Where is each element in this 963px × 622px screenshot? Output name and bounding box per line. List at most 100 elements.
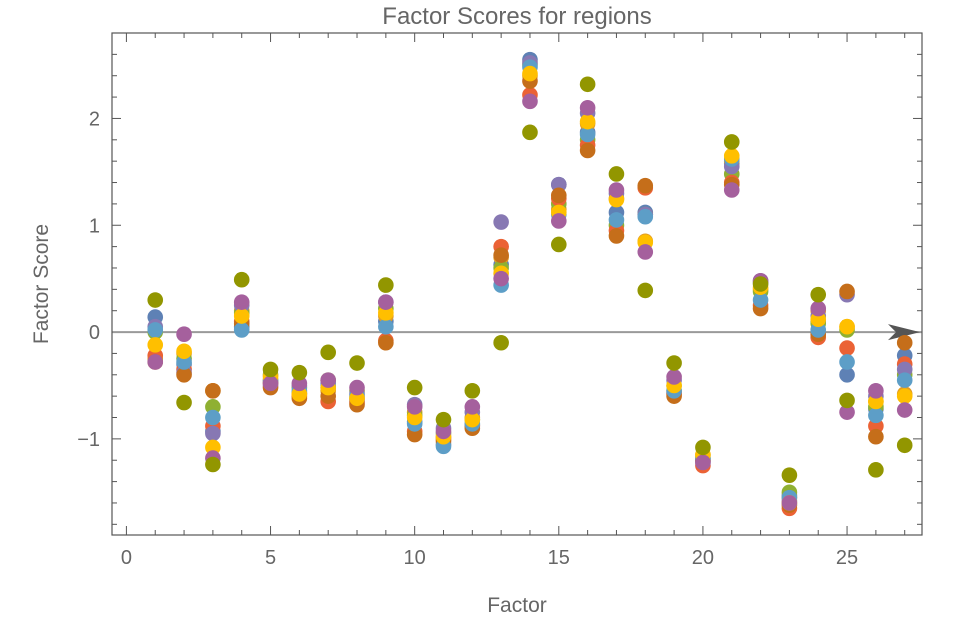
data-point bbox=[579, 142, 596, 159]
data-point bbox=[579, 113, 596, 130]
data-point bbox=[839, 283, 855, 300]
data-point bbox=[839, 366, 855, 383]
data-point bbox=[205, 383, 221, 399]
data-point bbox=[723, 148, 740, 164]
data-point bbox=[435, 423, 452, 440]
data-point bbox=[378, 334, 394, 351]
data-point bbox=[896, 334, 913, 351]
x-tick-label: 0 bbox=[121, 547, 132, 569]
data-point bbox=[608, 212, 625, 228]
data-point bbox=[868, 407, 884, 424]
data-point bbox=[839, 404, 855, 420]
chart-title: Factor Scores for regions bbox=[382, 3, 651, 30]
data-point bbox=[550, 236, 567, 253]
data-point bbox=[637, 177, 654, 194]
y-tick-label: −1 bbox=[77, 429, 100, 451]
data-point bbox=[291, 386, 308, 402]
data-point bbox=[810, 311, 827, 328]
data-point bbox=[406, 379, 423, 396]
data-point bbox=[868, 418, 884, 434]
data-point bbox=[291, 364, 308, 381]
data-point bbox=[378, 277, 394, 293]
data-point bbox=[176, 354, 192, 370]
data-point bbox=[147, 322, 164, 338]
data-point bbox=[406, 409, 423, 426]
data-point bbox=[752, 292, 769, 308]
x-tick-label: 20 bbox=[692, 547, 714, 569]
data-point bbox=[147, 354, 164, 370]
data-point bbox=[896, 402, 913, 418]
data-point bbox=[464, 383, 481, 399]
data-point bbox=[262, 361, 279, 378]
data-point bbox=[349, 390, 365, 407]
data-point bbox=[550, 187, 567, 204]
tick-labels: 0 5 10 15 20 25 −1 0 1 2 bbox=[77, 108, 858, 569]
y-axis-label: Factor Score bbox=[30, 224, 53, 344]
data-point bbox=[233, 308, 250, 324]
data-points bbox=[147, 51, 913, 517]
data-point bbox=[896, 372, 913, 388]
data-point bbox=[868, 393, 884, 410]
data-point bbox=[695, 454, 711, 471]
data-point bbox=[320, 344, 336, 361]
data-point bbox=[522, 65, 538, 82]
data-point bbox=[868, 428, 884, 445]
data-point bbox=[349, 379, 365, 396]
x-tick-label: 5 bbox=[265, 547, 276, 569]
data-point bbox=[406, 426, 423, 443]
y-tick-label: 0 bbox=[89, 322, 100, 344]
data-point bbox=[666, 355, 682, 371]
axis-ticks bbox=[112, 33, 922, 535]
data-point bbox=[233, 294, 250, 310]
data-point bbox=[608, 166, 625, 182]
data-point bbox=[493, 214, 509, 230]
data-point bbox=[868, 462, 884, 478]
data-point bbox=[579, 126, 596, 143]
data-point bbox=[579, 99, 596, 116]
data-point bbox=[378, 305, 394, 321]
data-point bbox=[522, 93, 538, 110]
data-point bbox=[608, 182, 625, 198]
zero-line-arrowhead bbox=[888, 324, 920, 341]
data-point bbox=[176, 343, 192, 360]
data-point bbox=[493, 270, 509, 287]
data-point bbox=[810, 322, 827, 338]
data-point bbox=[723, 182, 740, 198]
data-point bbox=[233, 271, 250, 288]
data-point bbox=[262, 375, 279, 392]
data-point bbox=[781, 467, 798, 483]
y-tick-label: 2 bbox=[89, 108, 100, 130]
data-point bbox=[320, 372, 336, 388]
data-point bbox=[810, 286, 827, 303]
data-point bbox=[550, 176, 567, 193]
data-point bbox=[839, 392, 855, 409]
data-point bbox=[493, 334, 509, 351]
data-point bbox=[839, 340, 855, 356]
data-point bbox=[839, 354, 855, 370]
data-point bbox=[637, 282, 654, 299]
data-point bbox=[896, 437, 913, 454]
data-point bbox=[147, 292, 164, 308]
data-point bbox=[406, 399, 423, 415]
data-point bbox=[493, 247, 509, 263]
data-point bbox=[637, 244, 654, 260]
data-point bbox=[666, 369, 682, 385]
data-point bbox=[579, 76, 596, 93]
plot-frame bbox=[111, 32, 923, 536]
data-point bbox=[723, 134, 740, 150]
data-point bbox=[464, 399, 481, 415]
data-point bbox=[522, 124, 538, 141]
data-point bbox=[349, 355, 365, 371]
data-point bbox=[752, 276, 769, 292]
x-axis-label: Factor bbox=[487, 594, 547, 617]
data-point bbox=[695, 439, 711, 456]
y-tick-label: 1 bbox=[89, 215, 100, 237]
data-point bbox=[205, 425, 221, 442]
data-point bbox=[896, 361, 913, 378]
data-point bbox=[176, 326, 192, 343]
data-point bbox=[176, 366, 192, 383]
x-tick-label: 25 bbox=[836, 547, 858, 569]
data-point bbox=[205, 409, 221, 426]
data-point bbox=[233, 322, 250, 338]
